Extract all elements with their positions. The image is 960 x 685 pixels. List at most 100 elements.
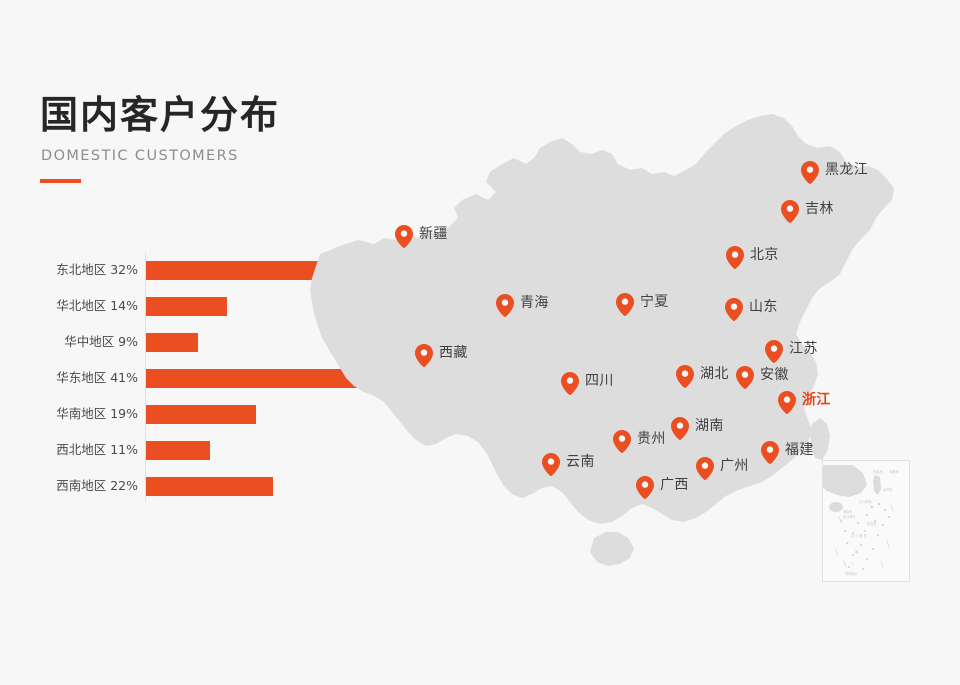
map-pin-icon	[761, 441, 779, 464]
bar-row: 华北地区 14%	[40, 288, 300, 324]
map-marker-新疆[interactable]: 新疆	[395, 225, 448, 248]
bar-label: 华北地区 14%	[56, 298, 138, 313]
bar-fill	[146, 261, 331, 280]
map-marker-label: 福建	[785, 442, 814, 458]
south-china-sea-inset: 钓鱼岛 赤尾屿 台湾岛 东沙群岛 海南岛 西沙群岛 黄岩岛 中 沙 群 岛 南 …	[822, 460, 910, 582]
map-pin-icon	[781, 200, 799, 223]
map-marker-label: 湖南	[695, 418, 724, 434]
map-pin-icon	[496, 294, 514, 317]
bar-label: 华东地区 41%	[56, 370, 138, 385]
bar-track	[146, 261, 331, 280]
map-marker-label: 浙江	[802, 392, 831, 408]
map-marker-广西[interactable]: 广西	[636, 476, 689, 499]
map-marker-四川[interactable]: 四川	[561, 372, 614, 395]
svg-text:黄岩岛: 黄岩岛	[867, 521, 877, 526]
bar-track	[146, 333, 198, 352]
map-pin-icon	[696, 457, 714, 480]
svg-text:曾母暗沙: 曾母暗沙	[845, 571, 859, 576]
svg-text:海南岛: 海南岛	[843, 509, 853, 514]
page-subtitle: DOMESTIC CUSTOMERS	[41, 148, 239, 164]
map-marker-label: 黑龙江	[825, 162, 869, 178]
bar-label: 华中地区 9%	[64, 334, 138, 349]
map-pin-icon	[778, 391, 796, 414]
bar-fill	[146, 333, 198, 352]
page-title: 国内客户分布	[40, 93, 281, 137]
map-pin-icon	[415, 344, 433, 367]
map-marker-label: 湖北	[700, 366, 729, 382]
map-marker-青海[interactable]: 青海	[496, 294, 549, 317]
bar-track	[146, 297, 227, 316]
map-marker-福建[interactable]: 福建	[761, 441, 814, 464]
map-marker-label: 贵州	[637, 431, 666, 447]
bar-track	[146, 441, 210, 460]
svg-text:南: 南	[855, 549, 858, 554]
map-marker-label: 云南	[566, 454, 595, 470]
bar-track	[146, 477, 273, 496]
map-pin-icon	[636, 476, 654, 499]
map-marker-湖南[interactable]: 湖南	[671, 417, 724, 440]
map-pin-icon	[542, 453, 560, 476]
map-marker-湖北[interactable]: 湖北	[676, 365, 729, 388]
bar-fill	[146, 405, 256, 424]
bar-row: 华南地区 19%	[40, 396, 300, 432]
bar-fill	[146, 369, 383, 388]
map-marker-宁夏[interactable]: 宁夏	[616, 293, 669, 316]
map-marker-label: 江苏	[789, 341, 818, 357]
map-marker-山东[interactable]: 山东	[725, 298, 778, 321]
bar-row: 西北地区 11%	[40, 432, 300, 468]
map-pin-icon	[395, 225, 413, 248]
map-pin-icon	[725, 298, 743, 321]
map-marker-label: 新疆	[419, 226, 448, 242]
map-pin-icon	[561, 372, 579, 395]
bar-row: 华中地区 9%	[40, 324, 300, 360]
map-pin-icon	[726, 246, 744, 269]
map-pin-icon	[736, 366, 754, 389]
bar-track	[146, 405, 256, 424]
map-marker-label: 宁夏	[640, 294, 669, 310]
svg-text:钓鱼岛: 钓鱼岛	[873, 469, 883, 474]
svg-text:西沙群岛: 西沙群岛	[843, 514, 856, 519]
china-map-shape	[310, 114, 894, 566]
bar-row: 西南地区 22%	[40, 468, 300, 504]
bar-label: 西北地区 11%	[56, 442, 138, 457]
bar-fill	[146, 477, 273, 496]
map-marker-label: 广西	[660, 477, 689, 493]
map-marker-label: 吉林	[805, 201, 834, 217]
map-marker-label: 青海	[520, 295, 549, 311]
map-marker-label: 北京	[750, 247, 779, 263]
svg-text:沙: 沙	[851, 562, 855, 566]
chart-axis-line	[145, 252, 146, 502]
header: 国内客户分布 DOMESTIC CUSTOMERS	[40, 92, 400, 183]
map-marker-北京[interactable]: 北京	[726, 246, 779, 269]
map-marker-吉林[interactable]: 吉林	[781, 200, 834, 223]
svg-text:赤尾屿: 赤尾屿	[889, 469, 899, 474]
map-pin-icon	[613, 430, 631, 453]
map-pin-icon	[616, 293, 634, 316]
map-marker-label: 西藏	[439, 345, 468, 361]
bar-label: 西南地区 22%	[56, 478, 138, 493]
bar-fill	[146, 297, 227, 316]
map-marker-label: 山东	[749, 299, 778, 315]
bar-row: 东北地区 32%	[40, 252, 331, 288]
map-marker-广州[interactable]: 广州	[696, 457, 749, 480]
map-marker-浙江[interactable]: 浙江	[778, 391, 831, 414]
map-marker-江苏[interactable]: 江苏	[765, 340, 818, 363]
map-marker-label: 安徽	[760, 367, 789, 383]
map-marker-label: 广州	[720, 458, 749, 474]
map-marker-贵州[interactable]: 贵州	[613, 430, 666, 453]
map-pin-icon	[801, 161, 819, 184]
map-marker-安徽[interactable]: 安徽	[736, 366, 789, 389]
map-pin-icon	[765, 340, 783, 363]
china-map: 黑龙江吉林新疆北京青海 宁夏 山东西藏 江苏四川 湖北 安徽 浙江湖南贵州福建云南 广州广西	[300, 108, 930, 598]
map-pin-icon	[671, 417, 689, 440]
bar-row: 华东地区 41%	[40, 360, 383, 396]
map-marker-云南[interactable]: 云南	[542, 453, 595, 476]
bar-label: 华南地区 19%	[56, 406, 138, 421]
map-marker-黑龙江[interactable]: 黑龙江	[801, 161, 868, 184]
bar-fill	[146, 441, 210, 460]
map-marker-西藏[interactable]: 西藏	[415, 344, 468, 367]
svg-text:东沙群岛: 东沙群岛	[859, 499, 872, 504]
region-bar-chart: 东北地区 32% 华北地区 14% 华中地区 9% 华东地区 41% 华南地区 19% 西…	[40, 252, 383, 504]
bar-label: 东北地区 32%	[56, 262, 138, 277]
map-marker-label: 四川	[585, 373, 614, 389]
